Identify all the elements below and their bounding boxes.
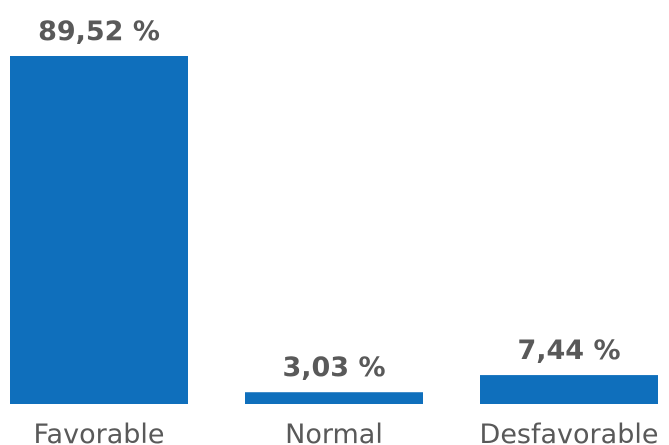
data-label-desfavorable: 7,44 %: [517, 335, 620, 366]
bar-favorable: [10, 56, 188, 404]
category-label-favorable: Favorable: [34, 419, 165, 445]
data-label-favorable: 89,52 %: [38, 16, 160, 47]
data-label-normal: 3,03 %: [282, 352, 385, 383]
bar-normal: [245, 392, 423, 404]
bar-desfavorable: [480, 375, 658, 404]
category-label-desfavorable: Desfavorable: [480, 419, 659, 445]
category-label-normal: Normal: [285, 419, 383, 445]
